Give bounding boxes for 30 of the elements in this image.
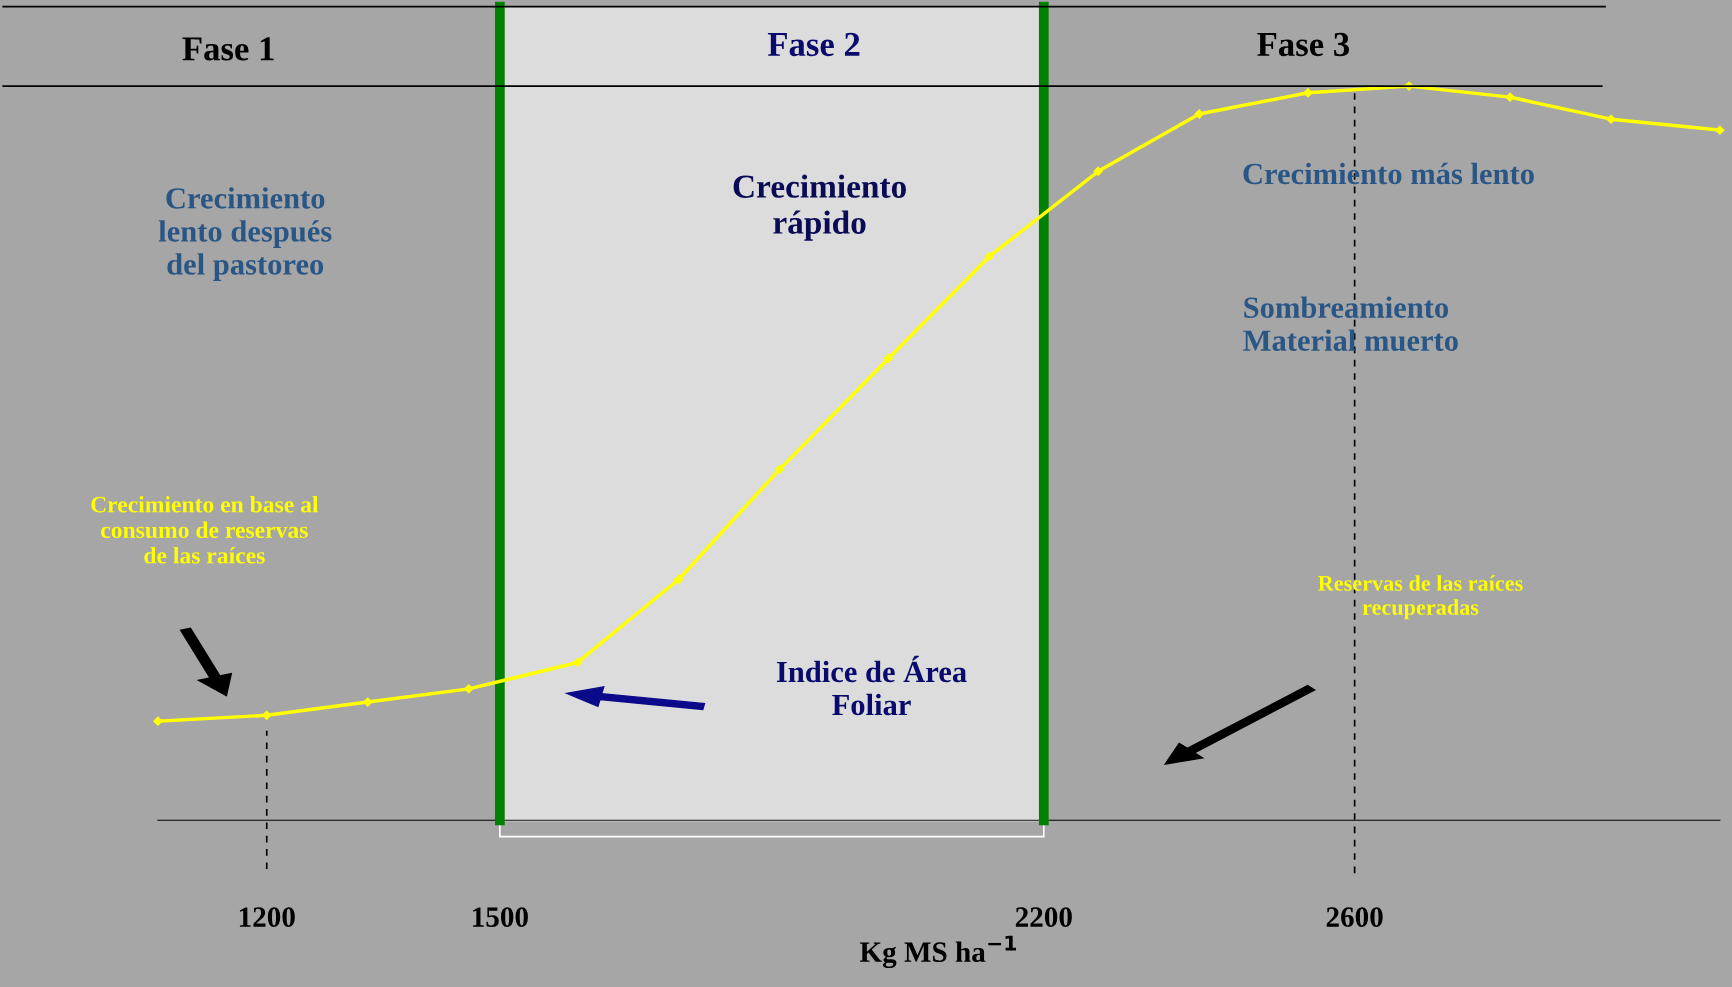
annotation: Crecimiento más lento: [1243, 162, 1534, 185]
text: Fase 1: [182, 37, 274, 61]
x-tick-label: 2600: [1326, 907, 1383, 927]
point: [262, 710, 272, 720]
annotation: Sombreamiento Material muerto: [1243, 296, 1458, 352]
x-tick-label: 1500: [473, 907, 528, 927]
point: [1093, 166, 1103, 176]
annotation: Indice de Área Foliar: [776, 655, 967, 716]
x-tick-label: 2200: [1015, 907, 1072, 927]
x-axis-title: Kg MS ha$^{−1}$: [859, 935, 1017, 969]
point: [774, 464, 785, 474]
text: Fase 2: [767, 32, 860, 57]
point: [464, 684, 474, 694]
annotation: Crecimiento rápido: [733, 174, 906, 241]
point: [673, 574, 684, 585]
annotation: Crecimiento en base al consumo de reservas de las raíces: [91, 495, 319, 564]
text: Fase 3: [1257, 32, 1349, 57]
point: [1715, 125, 1725, 135]
point: [153, 716, 163, 726]
point: [1194, 109, 1204, 119]
point: [363, 697, 373, 707]
annotation: Reservas de las raíces recuperadas: [1318, 575, 1523, 620]
annotation: Crecimiento lento después del pastoreo: [158, 187, 332, 281]
point: [883, 353, 894, 364]
point: [1303, 88, 1313, 98]
point: [1505, 92, 1515, 102]
x-tick-label: 1200: [239, 907, 295, 927]
point: [1606, 114, 1616, 124]
point: [572, 657, 583, 668]
point: [984, 251, 995, 262]
